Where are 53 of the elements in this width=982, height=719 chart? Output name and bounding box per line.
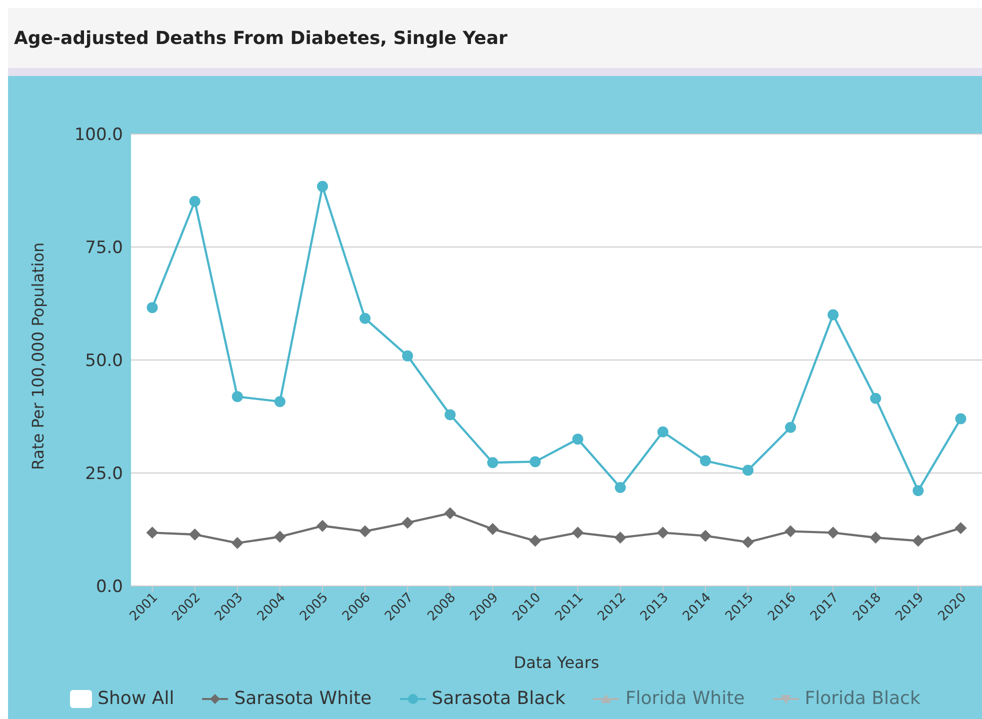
y-tick-label: 100.0 [74, 125, 123, 146]
point [614, 532, 626, 544]
point [487, 457, 498, 468]
point [189, 196, 200, 207]
point [359, 525, 372, 538]
point [827, 526, 840, 539]
point [530, 456, 541, 468]
point [360, 312, 371, 324]
point [699, 530, 712, 542]
y-tick-label: 75.0 [85, 238, 123, 258]
point [316, 180, 328, 192]
point [954, 522, 967, 534]
y-axis-title: Rate Per 100,000 Population [28, 242, 48, 470]
point [444, 409, 456, 420]
legend-label: Florida White [625, 688, 745, 709]
legend-label: Florida Black [804, 688, 920, 709]
point [231, 537, 244, 550]
point [912, 534, 924, 547]
point [614, 482, 626, 493]
point [146, 302, 158, 314]
point [274, 396, 286, 408]
point [828, 309, 839, 320]
point [402, 516, 414, 529]
point [572, 526, 584, 539]
point [742, 536, 754, 548]
point [316, 520, 328, 532]
point [784, 525, 797, 538]
chart-title: Age-adjusted Deaths From Diabetes, Single Year [8, 8, 982, 68]
y-tick-label: 50.0 [85, 351, 123, 372]
point [486, 523, 499, 536]
point [870, 392, 882, 404]
point [444, 507, 456, 520]
point [188, 528, 201, 540]
point [572, 434, 584, 445]
point [700, 455, 711, 466]
point [742, 464, 754, 476]
point [657, 426, 668, 438]
legend-label: Sarasota White [234, 688, 372, 709]
text: Show All [98, 688, 174, 709]
point [274, 530, 286, 543]
point [529, 534, 542, 547]
legend-label: Sarasota Black [432, 688, 566, 709]
x-axis-title: Data Years [514, 653, 600, 672]
point [656, 526, 669, 539]
point [955, 413, 966, 424]
y-tick-label: 0.0 [96, 577, 123, 598]
point [870, 532, 882, 544]
y-tick-label: 25.0 [85, 464, 123, 484]
point [232, 391, 243, 402]
point [785, 422, 796, 433]
point [146, 526, 158, 539]
point [402, 350, 414, 362]
point [912, 485, 924, 496]
